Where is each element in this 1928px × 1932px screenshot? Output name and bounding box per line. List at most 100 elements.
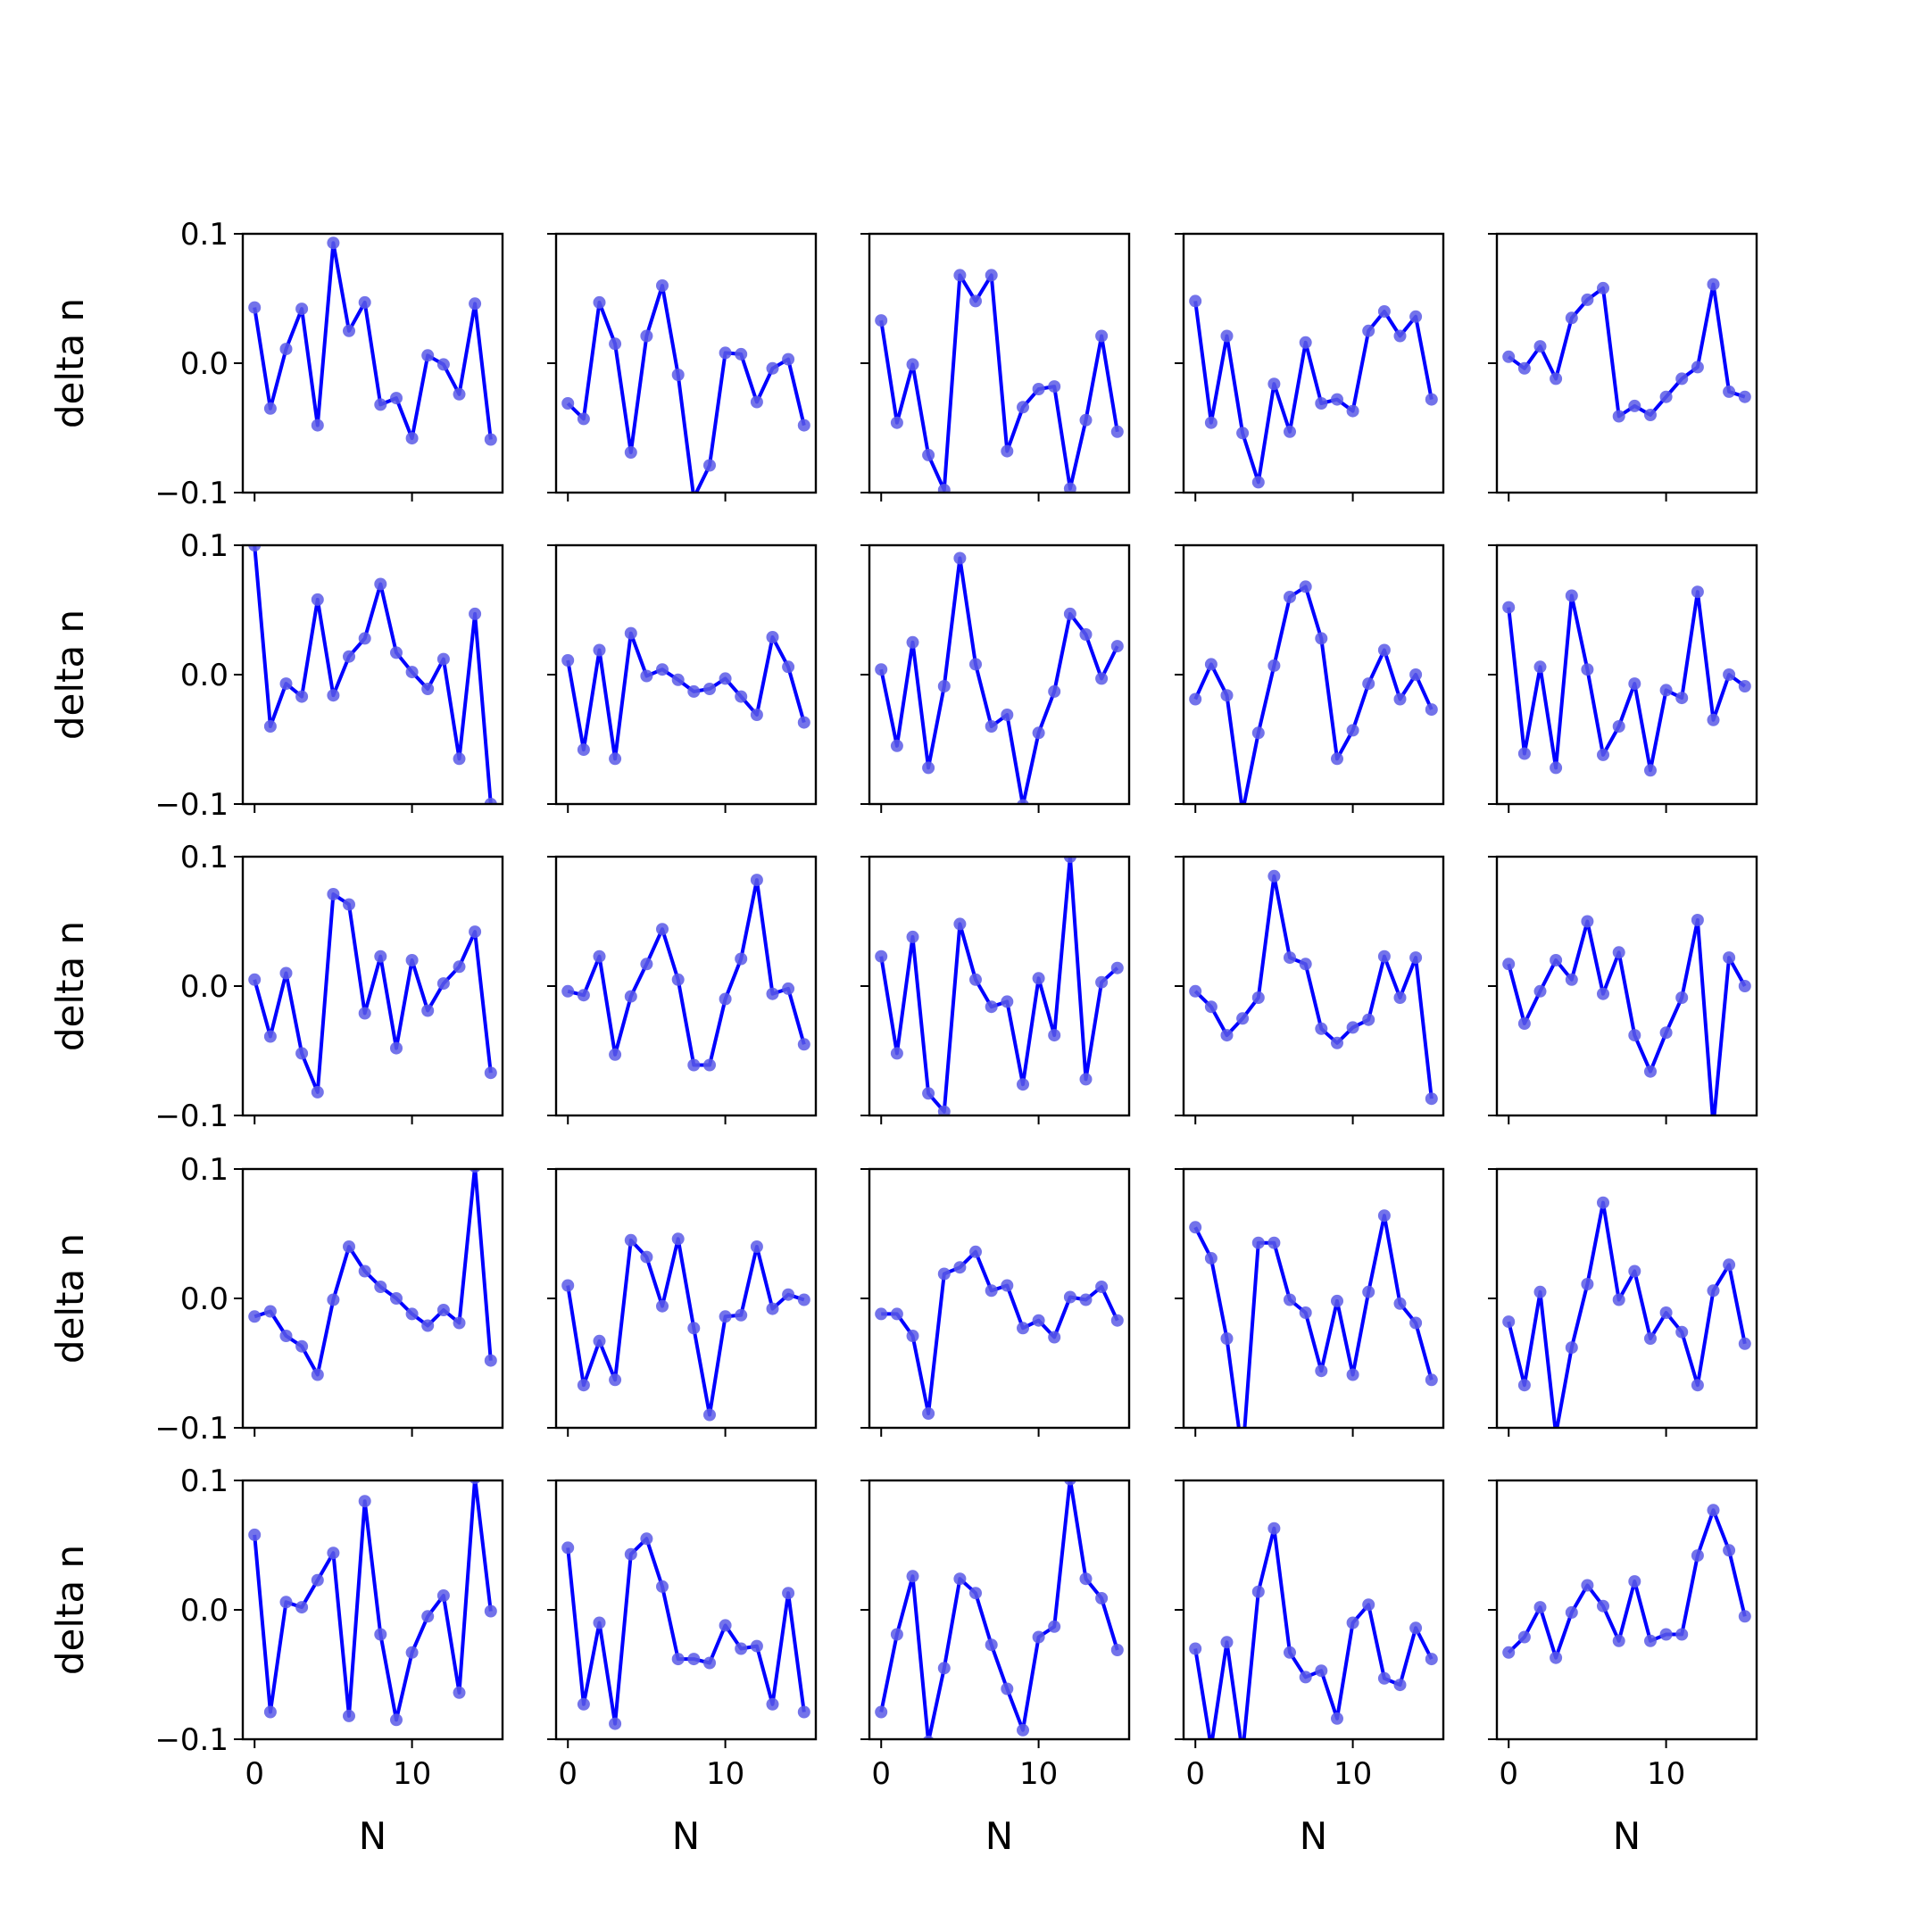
data-point (1581, 663, 1594, 676)
data-point (327, 1293, 340, 1306)
x-tick-label: 10 (393, 1756, 431, 1792)
data-point (390, 1041, 403, 1055)
data-point (906, 1330, 919, 1342)
data-point (1675, 1628, 1689, 1641)
panel-data (248, 1169, 497, 1381)
panel-0-1 (547, 232, 818, 502)
data-point (484, 433, 497, 446)
data-point (1048, 684, 1061, 698)
panel-1-1 (547, 543, 818, 813)
data-point (1409, 668, 1423, 681)
panel-data (875, 551, 1124, 804)
data-point (1612, 410, 1625, 423)
data-point (1425, 1092, 1438, 1106)
data-point (1550, 1651, 1563, 1664)
data-point (1331, 393, 1343, 406)
data-point (1315, 1364, 1328, 1378)
data-point (671, 973, 685, 986)
data-point (766, 987, 779, 1000)
data-point (890, 1628, 903, 1641)
series-line (1507, 1508, 1747, 1660)
data-point (656, 663, 669, 676)
y-tick-label: −0.1 (154, 1411, 229, 1447)
data-point (1533, 660, 1547, 674)
data-point (561, 984, 575, 998)
data-point (953, 917, 967, 931)
data-point (484, 1604, 497, 1618)
data-point (1691, 914, 1704, 926)
x-tick-label: 0 (871, 1756, 891, 1792)
series-line (879, 556, 1119, 804)
data-point (735, 690, 748, 703)
data-point (766, 1302, 779, 1315)
data-point (279, 1330, 293, 1342)
data-point (295, 303, 309, 316)
axes-frame (554, 1167, 818, 1430)
data-point (1659, 1628, 1673, 1641)
data-point (390, 646, 403, 659)
data-point (1346, 404, 1359, 418)
x-tick-label: 0 (245, 1756, 264, 1792)
data-point (1220, 1029, 1234, 1042)
x-tick-label: 10 (706, 1756, 744, 1792)
data-point (1346, 1368, 1359, 1381)
data-point (1723, 1544, 1736, 1557)
data-point (656, 1299, 669, 1313)
data-point (1001, 995, 1014, 1008)
series-line (253, 892, 493, 1094)
data-point (1095, 672, 1109, 685)
data-point (1063, 482, 1076, 493)
data-point (1284, 425, 1296, 438)
data-point (561, 1279, 575, 1292)
data-point (1110, 425, 1124, 438)
x-tick-label: 10 (1019, 1756, 1058, 1792)
axes-frame (1495, 543, 1758, 806)
data-point (1110, 640, 1124, 653)
panel-2-0: −0.1 0.0 0.1 delta n (48, 840, 504, 1134)
data-point (1236, 427, 1250, 440)
data-point (1691, 1379, 1704, 1392)
panel-4-3: 0 10N (1175, 1479, 1445, 1858)
axes-frame (1182, 1479, 1445, 1741)
data-point (1267, 659, 1281, 672)
data-point (469, 607, 482, 620)
data-point (295, 690, 309, 703)
data-point (1267, 377, 1281, 391)
data-point (421, 1610, 435, 1623)
series-line (566, 631, 806, 761)
data-point (969, 294, 982, 308)
data-point (969, 1245, 982, 1258)
data-point (1189, 1221, 1202, 1234)
data-point (248, 1310, 262, 1323)
data-point (453, 1686, 466, 1699)
data-point (1362, 677, 1375, 691)
series-line (879, 857, 1119, 1114)
panel-data (1502, 1196, 1751, 1428)
data-point (593, 949, 606, 963)
x-tick-label: 10 (1647, 1756, 1685, 1792)
data-point (436, 1589, 450, 1602)
data-point (263, 720, 277, 733)
data-point (1220, 1636, 1234, 1649)
data-point (311, 1573, 324, 1587)
data-point (1550, 372, 1563, 386)
y-tick-label: 0.0 (180, 969, 229, 1005)
data-point (937, 484, 951, 493)
data-point (1502, 1646, 1516, 1659)
data-point (1299, 1306, 1312, 1319)
panel-data (875, 857, 1124, 1115)
data-point (969, 658, 982, 671)
data-point (609, 1048, 622, 1061)
data-point (327, 888, 340, 900)
data-point (953, 269, 967, 282)
series-line (253, 1480, 493, 1722)
data-point (1236, 806, 1249, 818)
data-point (1251, 1585, 1265, 1598)
x-axis-label: N (1613, 1814, 1641, 1858)
data-point (687, 1653, 701, 1666)
data-point (1565, 1605, 1578, 1619)
data-point (953, 1572, 967, 1586)
y-axis-label: delta n (48, 1233, 92, 1364)
data-point (1017, 799, 1029, 804)
data-point (985, 269, 998, 282)
